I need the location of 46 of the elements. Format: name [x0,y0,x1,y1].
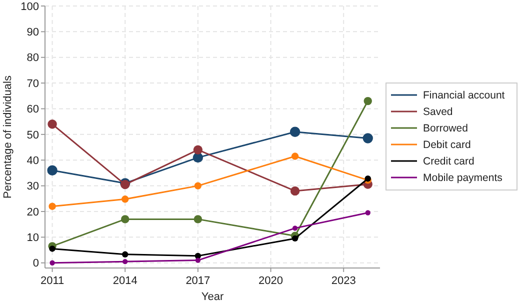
point [290,186,300,196]
point [48,202,56,210]
point [47,165,58,176]
y-tick-label: 0 [32,258,39,270]
y-tick-label: 20 [26,206,39,218]
point [292,235,298,242]
point [122,196,129,203]
point [192,152,204,163]
point [121,215,130,224]
legend-label: Mobile payments [423,172,502,184]
point [292,226,298,231]
x-axis-title: Year [201,291,224,303]
point [364,96,372,106]
legend-label: Credit card [423,156,475,168]
y-tick-label: 50 [26,129,39,142]
x-tick-label: 2011 [40,275,64,287]
point [49,246,56,252]
y-tick-label: 40 [26,154,39,167]
y-tick-label: 30 [26,180,39,193]
point [290,126,300,137]
point [193,145,203,154]
legend-label: Saved [423,106,453,118]
y-axis-title: Percentage of individuals [2,75,14,198]
x-tick-label: 2020 [258,275,284,287]
legend-label: Debit card [423,139,472,152]
legend-label: Borrowed [423,122,468,135]
point [194,215,202,224]
point [48,120,57,129]
y-tick-label: 60 [26,104,39,116]
point [122,258,128,264]
y-tick-label: 80 [26,52,39,64]
x-tick-label: 2023 [331,275,356,287]
y-tick-label: 90 [26,26,39,39]
point [122,251,128,258]
point [365,210,370,216]
point [195,258,201,263]
legend-label: Financial account [423,90,505,102]
point [362,133,373,144]
y-tick-label: 70 [26,78,39,90]
x-tick-label: 2017 [186,275,210,287]
point [194,182,202,190]
y-tick-label: 10 [26,232,39,244]
point [291,152,299,160]
point [50,260,55,266]
y-tick-label: 100 [20,0,39,13]
x-tick-label: 2014 [112,275,138,287]
